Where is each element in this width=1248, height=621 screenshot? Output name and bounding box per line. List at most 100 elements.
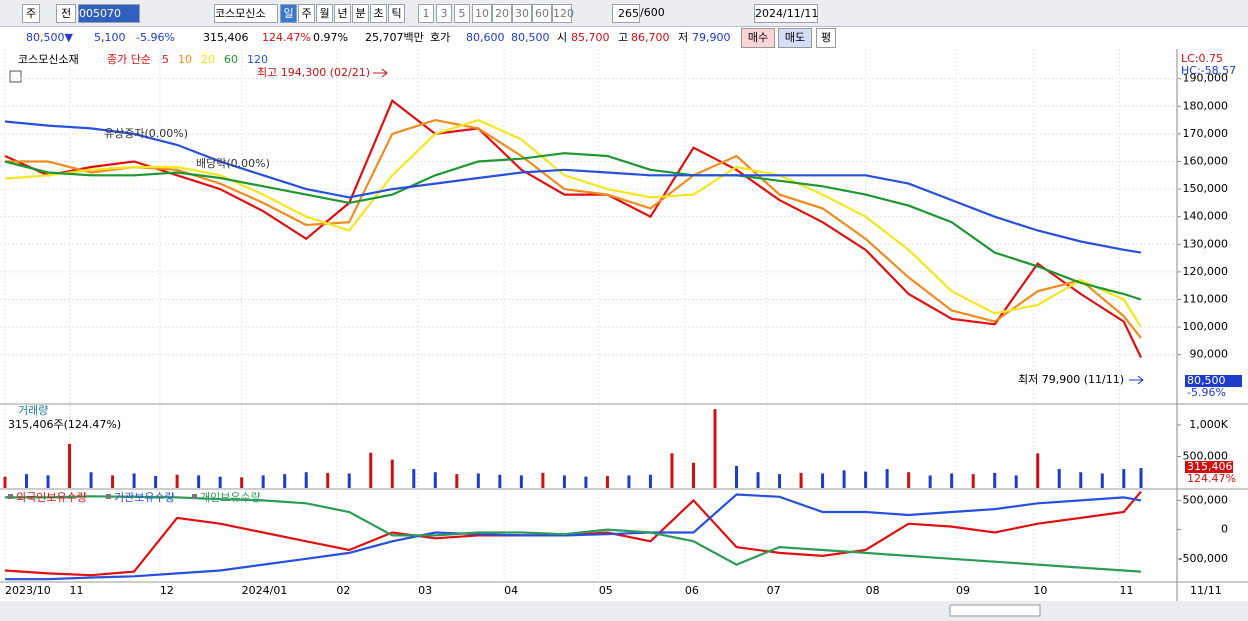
period-button[interactable]: 초 — [370, 4, 387, 23]
step-button[interactable]: 10 — [472, 4, 492, 23]
volume-bar — [605, 476, 609, 488]
series-line — [5, 118, 1142, 339]
volume-bar — [68, 443, 72, 488]
y-tick-label: 140,000 — [1183, 210, 1229, 223]
y-tick-label: 170,000 — [1183, 127, 1229, 140]
step-button[interactable]: 20 — [492, 4, 512, 23]
legend-entry: 120 — [247, 53, 268, 66]
x-tick-label: 11 — [70, 584, 84, 597]
volume-bar — [993, 472, 997, 488]
y-tick-label: 110,000 — [1183, 292, 1229, 305]
last-rate: -5.96% — [1187, 386, 1226, 399]
code-input[interactable]: 005070 — [78, 4, 140, 23]
volume-bar — [1079, 472, 1083, 488]
y-tick-label: 1,000K — [1189, 418, 1228, 431]
step-button[interactable]: 3 — [436, 4, 452, 23]
volume-bar — [950, 473, 954, 488]
y-tick-label: 500,000 — [1183, 493, 1229, 506]
quote-rate: -5.96% — [136, 31, 175, 44]
volume-bar — [928, 475, 932, 488]
scroll-bar[interactable] — [0, 601, 1248, 621]
last-date: 11/11 — [1190, 584, 1222, 597]
quote-vol_rate: 124.47% — [262, 31, 311, 44]
legend-swatch — [8, 494, 13, 499]
volume-bar — [412, 469, 416, 488]
y-tick-label: 130,000 — [1183, 237, 1229, 250]
legend-entry: 5 — [162, 53, 169, 66]
date-input[interactable]: 2024/11/11 — [754, 4, 818, 23]
quote-volume: 315,406 — [203, 31, 249, 44]
name-field[interactable]: 코스모신소 — [214, 4, 278, 23]
step-button[interactable]: 1 — [418, 4, 434, 23]
arrow — [373, 68, 388, 78]
period-button[interactable]: 일 — [280, 4, 297, 23]
quote-change: 5,100 — [94, 31, 126, 44]
volume-bar — [218, 476, 222, 488]
legend-entry: 20 — [201, 53, 215, 66]
volume-bar — [519, 475, 523, 488]
period-button[interactable]: 분 — [352, 4, 369, 23]
volume-bar — [132, 473, 136, 488]
series-line — [5, 493, 1142, 581]
step-button[interactable]: 30 — [512, 4, 532, 23]
volume-bar — [304, 472, 308, 488]
x-tick-label: 11 — [1119, 584, 1133, 597]
legend-entry: 기관보유수량 — [114, 491, 175, 504]
volume-bar — [907, 472, 911, 488]
step-button[interactable]: 120 — [552, 4, 574, 23]
volume-bar — [735, 465, 739, 488]
volume-bar — [541, 472, 545, 488]
x-tick-label: 10 — [1033, 584, 1047, 597]
arrow — [1129, 375, 1144, 385]
quote-buy[interactable]: 매수 — [741, 28, 775, 48]
x-tick-label: 05 — [599, 584, 613, 597]
period-button[interactable]: 년 — [334, 4, 351, 23]
x-tick-label: 12 — [160, 584, 174, 597]
last-price: 80,500 — [1187, 374, 1226, 387]
scroll-thumb[interactable] — [949, 604, 1041, 617]
volume-bar — [584, 476, 588, 488]
volume-bar — [821, 473, 825, 488]
volume-bar — [3, 476, 7, 488]
volume-bar — [433, 472, 437, 488]
volume-bar — [756, 472, 760, 488]
table-icon[interactable] — [9, 70, 22, 83]
period-button[interactable]: 주 — [298, 4, 315, 23]
period-button[interactable]: 월 — [316, 4, 333, 23]
step-button[interactable]: 5 — [454, 4, 470, 23]
chart-area: 90,000 100,000 110,000 120,000 130,000 140,00… — [0, 49, 1248, 621]
annotation: 최저 79,900 (11/11) — [1018, 373, 1124, 386]
range-select[interactable]: 전 — [56, 4, 76, 23]
volume-bar — [864, 471, 868, 488]
y-tick-label: 180,000 — [1183, 99, 1229, 112]
x-tick-label: 02 — [336, 584, 350, 597]
quote-sell[interactable]: 매도 — [778, 28, 812, 48]
y-tick-label: 0 — [1221, 523, 1228, 536]
legend-entry: 개인보유수량 — [200, 491, 261, 504]
period-select[interactable]: 주 — [22, 4, 40, 23]
count-max: /600 — [640, 6, 665, 19]
hc-label: HC:-58.57 — [1181, 64, 1236, 77]
y-tick-label: 160,000 — [1183, 154, 1229, 167]
volume-bar — [562, 475, 566, 488]
period-button[interactable]: 틱 — [388, 4, 405, 23]
volume-bar — [326, 472, 330, 488]
step-button[interactable]: 60 — [532, 4, 552, 23]
series-line — [5, 495, 1142, 573]
legend-entry: 60 — [224, 53, 238, 66]
y-tick-label: 100,000 — [1183, 320, 1229, 333]
volume-bar — [670, 453, 674, 488]
volume-bar — [261, 475, 265, 488]
last-box — [1185, 375, 1242, 387]
count-input[interactable]: 265 — [612, 4, 640, 23]
annotation: 배당락(0.00%) — [196, 157, 270, 170]
legend-swatch — [192, 494, 197, 499]
quote-avg[interactable]: 평 — [816, 28, 836, 48]
volume-bar — [369, 452, 373, 488]
legend-entry: 10 — [178, 53, 192, 66]
quote-open: 85,700 — [571, 31, 610, 44]
volume-bar — [842, 470, 846, 488]
volume-bar — [778, 474, 782, 488]
y-tick-label: -500,000 — [1179, 552, 1228, 565]
